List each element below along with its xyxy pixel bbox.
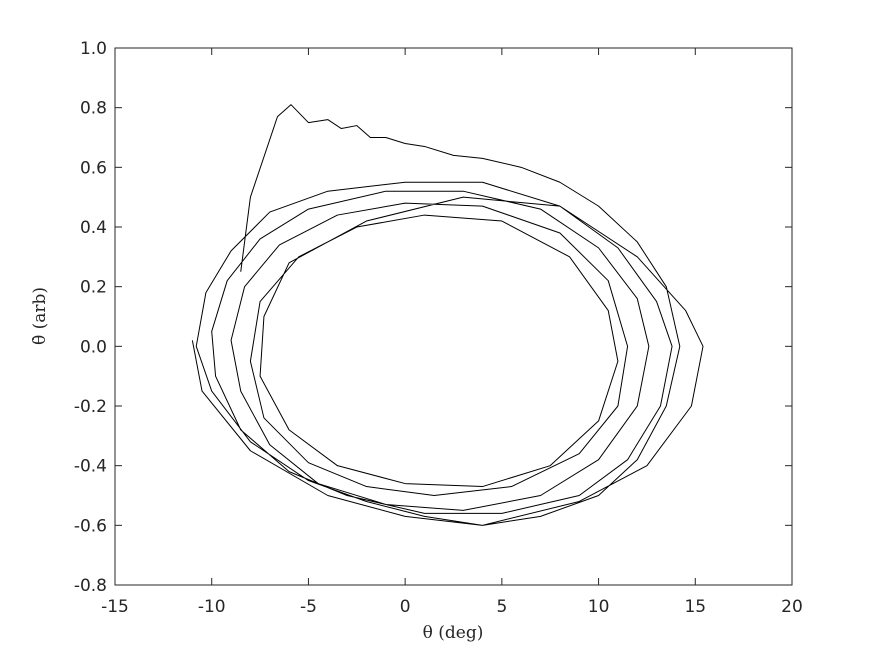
x-tick-label: 0	[400, 597, 411, 617]
plot-frame	[114, 47, 793, 586]
y-tick-label: 1.0	[80, 39, 107, 59]
y-tick-label: -0.8	[74, 576, 107, 596]
y-tick-label: 0.6	[80, 158, 107, 178]
y-tick-label: 0.0	[80, 337, 107, 357]
x-tick-label: 15	[684, 597, 706, 617]
y-tick-label: -0.4	[74, 457, 107, 477]
x-axis-label: θ (deg)	[423, 623, 484, 643]
y-tick-label: -0.6	[74, 516, 107, 536]
x-tick-label: 20	[781, 597, 803, 617]
y-tick-label: -0.2	[74, 397, 107, 417]
x-tick-label: -15	[101, 597, 129, 617]
x-tick-label: 10	[588, 597, 610, 617]
x-tick-label: 5	[496, 597, 507, 617]
y-tick-label: 0.4	[80, 218, 107, 238]
x-tick-label: -10	[198, 597, 226, 617]
y-axis-label: θ̇ (arb)	[30, 287, 50, 345]
trajectory-line	[191, 104, 704, 526]
y-tick-label: 0.2	[80, 278, 107, 298]
y-tick-label: 0.8	[80, 99, 107, 119]
x-tick-label: -5	[300, 597, 317, 617]
